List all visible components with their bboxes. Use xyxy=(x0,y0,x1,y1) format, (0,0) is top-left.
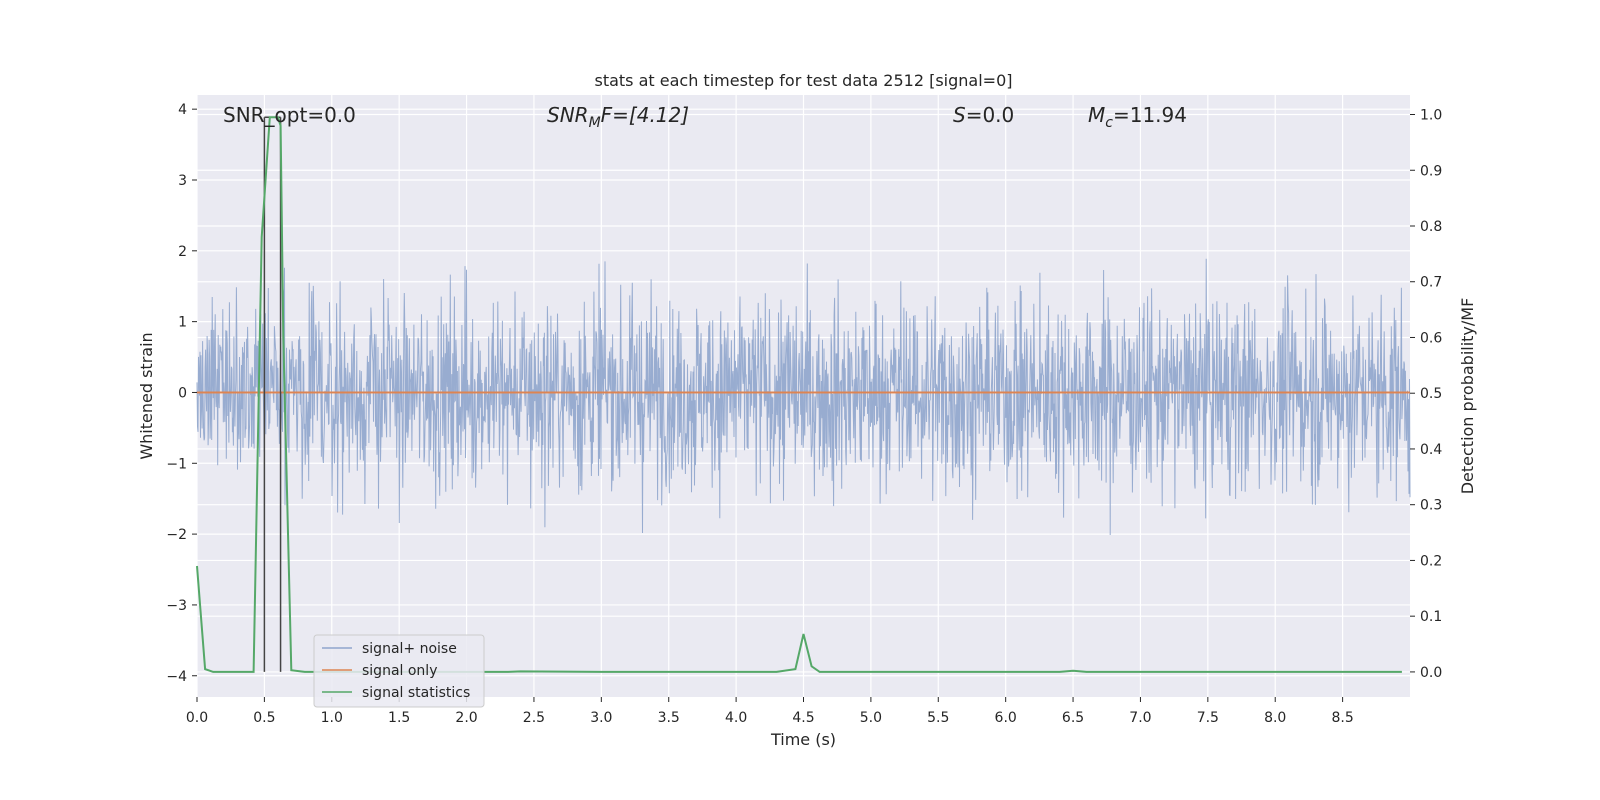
snr-mf-prefix: SNR xyxy=(547,103,589,127)
x-tick-label: 7.0 xyxy=(1129,710,1151,726)
y-right-tick-label: 1.0 xyxy=(1420,108,1442,124)
y-right-tick-label: 0.2 xyxy=(1420,553,1442,569)
y-right-tick-label: 0.8 xyxy=(1420,219,1442,235)
s-prefix: S xyxy=(953,103,966,127)
legend: signal+ noise signal only signal statist… xyxy=(313,634,485,708)
x-tick-label: 8.0 xyxy=(1264,710,1286,726)
x-tick-label: 0.5 xyxy=(253,710,275,726)
x-tick-label: 7.5 xyxy=(1197,710,1219,726)
snr-mf-suffix: F=[4.12] xyxy=(601,103,689,127)
y-right-tick-label: 0.6 xyxy=(1420,330,1442,346)
mc-suffix: =11.94 xyxy=(1113,103,1187,127)
x-tick-label: 0.0 xyxy=(186,710,208,726)
annotation-snr-opt: SNR_opt=0.0 xyxy=(223,103,356,127)
y-right-tick-label: 0.1 xyxy=(1420,609,1442,625)
x-tick-label: 3.0 xyxy=(590,710,612,726)
y-left-tick-label: −2 xyxy=(166,527,187,543)
annotation-snr-mf: SNRMF=[4.12] xyxy=(547,103,689,131)
y-axis-right-label: Detection probability/MF xyxy=(1458,298,1477,495)
y-left-tick-label: 2 xyxy=(178,244,187,260)
x-tick-label: 6.5 xyxy=(1062,710,1084,726)
y-right-tick-label: 0.4 xyxy=(1420,442,1442,458)
y-left-tick-label: −4 xyxy=(166,669,187,685)
y-right-tick-label: 0.9 xyxy=(1420,163,1442,179)
x-tick-label: 4.0 xyxy=(725,710,747,726)
snr-mf-subscript: M xyxy=(589,115,601,131)
noise-series xyxy=(196,258,1411,536)
annotation-mc: Mc=11.94 xyxy=(1088,103,1187,131)
y-left-tick-label: −1 xyxy=(166,456,187,472)
x-tick-label: 3.5 xyxy=(658,710,680,726)
line-series xyxy=(196,116,1410,673)
x-tick-label: 4.5 xyxy=(792,710,814,726)
y-right-tick-label: 0.7 xyxy=(1420,275,1442,291)
legend-entry-signal-only: signal only xyxy=(362,663,437,679)
y-left-tick-label: 4 xyxy=(178,102,187,118)
mc-subscript: c xyxy=(1105,115,1113,131)
y-axis-left-label: Whitened strain xyxy=(137,332,156,459)
y-left-tick-label: 3 xyxy=(178,173,187,189)
y-left-tick-label: 0 xyxy=(178,385,187,401)
x-tick-label: 8.5 xyxy=(1331,710,1353,726)
legend-box xyxy=(313,634,485,708)
x-tick-label: 2.5 xyxy=(523,710,545,726)
x-tick-label: 5.0 xyxy=(860,710,882,726)
x-axis-label: Time (s) xyxy=(770,730,836,749)
y-right-tick-label: 0.5 xyxy=(1420,386,1442,402)
legend-entry-noise: signal+ noise xyxy=(362,641,457,657)
mc-prefix: M xyxy=(1088,103,1105,127)
y-left-tick-label: −3 xyxy=(166,598,187,614)
annotation-s: S=0.0 xyxy=(953,103,1014,127)
s-suffix: =0.0 xyxy=(966,103,1015,127)
signal-noise-line xyxy=(196,258,1411,536)
legend-entry-statistics: signal statistics xyxy=(362,685,470,701)
x-tick-label: 1.0 xyxy=(321,710,343,726)
y-right-tick-label: 0.0 xyxy=(1420,665,1442,681)
y-left-tick-label: 1 xyxy=(178,315,187,331)
axes: 0.0 0.5 1.0 1.5 2.0 2.5 3.0 3.5 4.0 4.5 5.0 5.5 6.0 6… xyxy=(166,102,1442,726)
signal-statistics-line xyxy=(196,116,1402,673)
chart-title: stats at each timestep for test data 251… xyxy=(594,71,1012,90)
y-right-tick-label: 0.3 xyxy=(1420,498,1442,514)
x-tick-label: 2.0 xyxy=(455,710,477,726)
x-tick-label: 6.0 xyxy=(995,710,1017,726)
x-tick-label: 5.5 xyxy=(927,710,949,726)
x-tick-label: 1.5 xyxy=(388,710,410,726)
